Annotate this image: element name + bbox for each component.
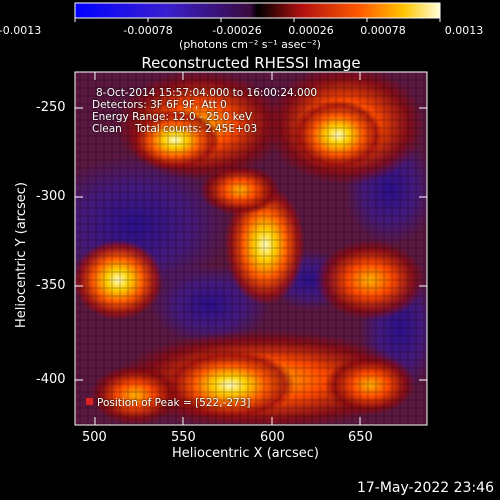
info-clean: Clean Total counts: 2.45E+03 — [92, 123, 258, 135]
colorbar-tick: 0.00078 — [360, 24, 406, 37]
info-energy: Energy Range: 12.0 - 25.0 keV — [92, 111, 253, 123]
x-tick: 600 — [260, 430, 285, 445]
colorbar-tick: -0.00026 — [212, 24, 262, 37]
y-axis-label: Heliocentric Y (arcsec) — [14, 182, 29, 328]
colorbar-tick: 0.00026 — [288, 24, 334, 37]
info-time: 8-Oct-2014 15:57:04.000 to 16:00:24.000 — [96, 87, 318, 99]
info-detectors: Detectors: 3F 6F 9F, Att 0 — [92, 99, 227, 111]
y-tick: -350 — [36, 278, 66, 293]
x-axis-label: Heliocentric X (arcsec) — [172, 446, 319, 461]
info-peak: Position of Peak = [522,-273] — [97, 397, 251, 409]
y-tick: -250 — [36, 100, 66, 115]
colorbar-units: (photons cm⁻² s⁻¹ asec⁻²) — [179, 38, 321, 51]
colorbar-tick: -0.0013 — [0, 24, 42, 37]
peak-marker — [86, 398, 93, 405]
y-tick: -400 — [36, 372, 66, 387]
timestamp-footer: 17-May-2022 23:46 — [356, 480, 494, 496]
colorbar-tick: 0.0013 — [444, 24, 484, 37]
colorbar — [74, 2, 441, 22]
plot-title: Reconstructed RHESSI Image — [141, 54, 361, 72]
colorbar-tick: -0.00078 — [123, 24, 173, 37]
x-tick: 500 — [82, 430, 107, 445]
x-tick: 650 — [348, 430, 373, 445]
x-tick: 550 — [171, 430, 196, 445]
y-tick: -300 — [36, 189, 66, 204]
